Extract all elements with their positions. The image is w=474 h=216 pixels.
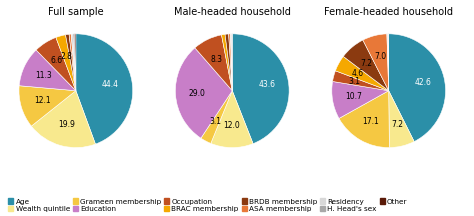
Wedge shape — [65, 34, 76, 91]
Title: Male-headed household: Male-headed household — [174, 8, 291, 17]
Wedge shape — [19, 86, 76, 126]
Text: 7.2: 7.2 — [360, 59, 372, 68]
Wedge shape — [69, 34, 76, 91]
Text: 44.4: 44.4 — [102, 80, 119, 89]
Wedge shape — [73, 34, 76, 91]
Text: 6.6: 6.6 — [51, 56, 63, 65]
Text: 12.0: 12.0 — [224, 121, 240, 130]
Wedge shape — [343, 40, 389, 91]
Text: 42.6: 42.6 — [415, 78, 431, 87]
Text: 43.6: 43.6 — [258, 80, 275, 89]
Text: 19.9: 19.9 — [58, 120, 75, 129]
Text: 4.6: 4.6 — [352, 69, 364, 78]
Legend: Age, Wealth quintile, Grameen membership, Education, Occupation, BRAC membership: Age, Wealth quintile, Grameen membership… — [9, 199, 407, 212]
Wedge shape — [225, 34, 232, 91]
Wedge shape — [230, 34, 232, 91]
Text: 17.1: 17.1 — [363, 117, 379, 126]
Wedge shape — [195, 35, 232, 91]
Wedge shape — [74, 34, 76, 91]
Wedge shape — [175, 48, 232, 138]
Wedge shape — [211, 91, 253, 148]
Text: 29.0: 29.0 — [189, 89, 206, 98]
Text: 8.3: 8.3 — [211, 54, 223, 64]
Wedge shape — [231, 34, 232, 91]
Wedge shape — [232, 34, 289, 144]
Wedge shape — [389, 91, 414, 148]
Wedge shape — [201, 91, 232, 143]
Text: 7.0: 7.0 — [374, 52, 386, 61]
Wedge shape — [387, 34, 389, 91]
Wedge shape — [336, 56, 389, 91]
Wedge shape — [36, 37, 76, 91]
Wedge shape — [333, 71, 389, 91]
Text: 3.1: 3.1 — [348, 77, 361, 86]
Wedge shape — [363, 34, 389, 91]
Wedge shape — [339, 91, 390, 148]
Wedge shape — [221, 34, 232, 91]
Text: 3.1: 3.1 — [210, 118, 222, 126]
Wedge shape — [332, 81, 389, 118]
Wedge shape — [388, 34, 389, 91]
Text: 10.7: 10.7 — [346, 92, 363, 101]
Wedge shape — [71, 34, 76, 91]
Text: 11.3: 11.3 — [36, 71, 52, 80]
Text: 12.1: 12.1 — [34, 96, 50, 105]
Wedge shape — [31, 91, 95, 148]
Text: 7.2: 7.2 — [391, 121, 403, 129]
Wedge shape — [389, 34, 446, 141]
Wedge shape — [56, 35, 76, 91]
Wedge shape — [76, 34, 133, 144]
Title: Female-headed household: Female-headed household — [324, 8, 453, 17]
Wedge shape — [228, 34, 232, 91]
Title: Full sample: Full sample — [48, 8, 104, 17]
Wedge shape — [19, 50, 76, 91]
Text: 2.8: 2.8 — [61, 52, 73, 61]
